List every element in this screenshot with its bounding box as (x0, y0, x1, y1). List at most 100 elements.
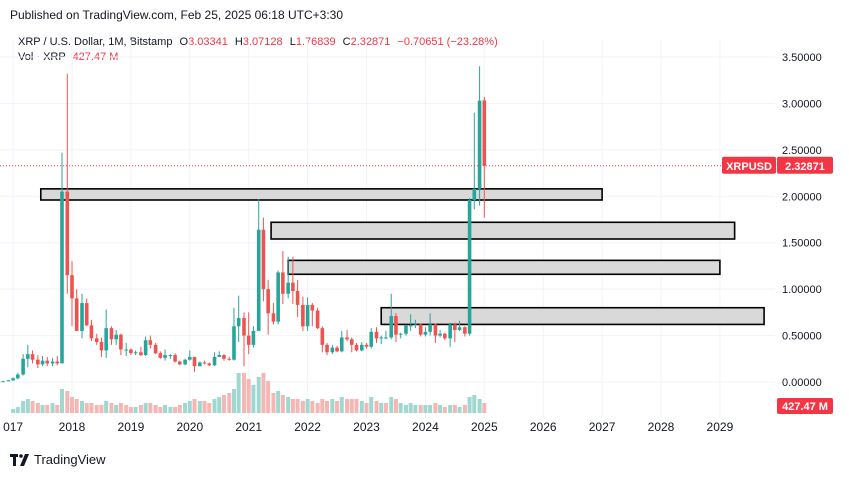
volume-bar (448, 405, 453, 413)
candle-body (413, 324, 418, 326)
candle-body (433, 324, 438, 336)
volume-bar (286, 397, 291, 413)
volume-bar (472, 395, 477, 413)
volume-bar (25, 399, 30, 413)
candle-body (364, 344, 369, 347)
volume-bar (45, 405, 50, 413)
volume-bar (227, 393, 232, 413)
candle-body (301, 304, 305, 327)
volume-bar (290, 399, 295, 413)
candle-body (354, 344, 359, 351)
candle-body (251, 330, 256, 345)
volume-bar (236, 373, 241, 413)
candle-body (183, 359, 187, 365)
candle-body (173, 355, 177, 362)
volume-bar (94, 405, 99, 413)
chart-grid (0, 40, 775, 418)
volume-bar (114, 405, 119, 413)
candle-body (217, 355, 222, 357)
candle-body (345, 337, 349, 340)
candle-body (325, 344, 329, 353)
time-tick-label: 2024 (412, 420, 439, 434)
candle-body (74, 298, 79, 331)
candle-body (374, 331, 379, 339)
candle-body (482, 100, 487, 166)
volume-bar (482, 403, 487, 413)
volume-bar (266, 381, 271, 413)
candle-body (11, 378, 15, 381)
volume-bar (413, 405, 418, 413)
candle-body (198, 362, 202, 367)
volume-bar (55, 405, 60, 413)
candle-body (99, 342, 104, 351)
candle-body (467, 200, 472, 334)
candle-body (266, 289, 270, 314)
volume-bar (133, 407, 138, 413)
footer-brand: TradingView (10, 452, 106, 467)
last-price-badge-label: 2.32871 (785, 161, 825, 173)
price-axis[interactable]: 3.50000 3.00000 2.50000 2.00000 1.50000 1.000… (782, 52, 822, 389)
candle-body (310, 304, 315, 311)
volume-bar (207, 403, 212, 413)
candle-body (148, 340, 153, 345)
price-tick-label: 1.50000 (782, 238, 822, 250)
candle-body (60, 191, 64, 364)
symbol-badge (722, 156, 776, 174)
volume-bar (212, 399, 217, 413)
price-tick-label: 2.50000 (782, 145, 822, 157)
volume-bar (40, 405, 45, 413)
candle-body (50, 361, 55, 364)
support-zone-box (287, 259, 721, 276)
volume-bar (80, 401, 85, 413)
volume-bar (339, 397, 344, 413)
candle-body (379, 337, 384, 339)
price-tick-label: 2.00000 (782, 191, 822, 203)
volume-bar (315, 403, 320, 413)
time-tick-label: 2019 (118, 420, 145, 434)
candle-body (124, 349, 128, 351)
ohlc-legend: XRP / U.S. Dollar, 1M, Bitstamp O3.03341… (18, 35, 498, 65)
candle-body (463, 327, 467, 334)
time-axis[interactable]: 017 2018 2019 2020 2021 2022 2023 2024 2025 2026 2… (3, 420, 733, 434)
volume-bar (383, 403, 388, 413)
volume-bar (168, 407, 173, 413)
candle-body (295, 291, 300, 305)
volume-bar (65, 391, 70, 413)
volume-bar (359, 401, 364, 413)
volume-bar (89, 403, 94, 413)
volume-bar (143, 403, 148, 413)
volume-bar (379, 403, 384, 413)
candle-body (227, 358, 232, 360)
candle-body (232, 326, 236, 360)
high-label: H (234, 36, 243, 48)
candle-body (335, 347, 339, 352)
candle-body (158, 353, 163, 358)
volume-bar (280, 395, 285, 413)
candle-body (330, 347, 335, 353)
volume-bar (398, 403, 403, 413)
volume-bar (35, 403, 40, 413)
candle-body (84, 303, 89, 326)
candle-body (477, 100, 482, 189)
volume-bar (231, 389, 236, 413)
candle-body (349, 339, 354, 345)
candle-body (222, 355, 226, 359)
volume-bars (11, 373, 487, 413)
tradingview-logo-icon (10, 453, 29, 466)
volume-bar (320, 399, 325, 413)
candle-body (443, 333, 447, 339)
candle-body (80, 303, 84, 331)
volume-bar (128, 407, 133, 413)
candle-body (423, 331, 428, 335)
volume-bar (153, 405, 158, 413)
candle-body (472, 188, 477, 201)
time-tick-label: 2022 (294, 420, 321, 434)
candle-body (16, 374, 20, 379)
footer-brand-name: TradingView (34, 452, 106, 467)
time-tick-label: 2021 (235, 420, 262, 434)
volume-bar (84, 403, 89, 413)
candle-body (153, 344, 158, 354)
candle-body (133, 352, 138, 354)
candle-body (207, 363, 212, 366)
